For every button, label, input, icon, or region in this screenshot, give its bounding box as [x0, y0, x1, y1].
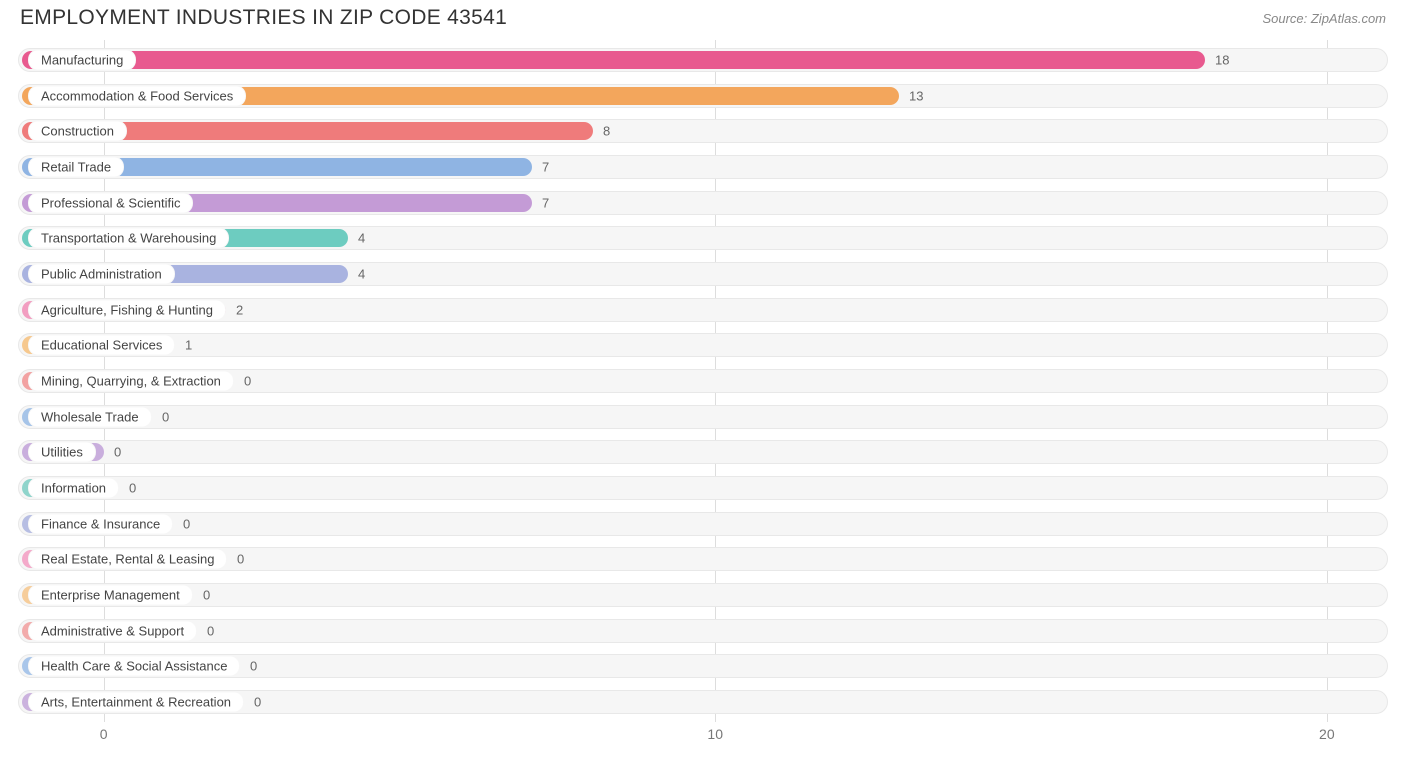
bar-row: Educational Services 1	[18, 331, 1388, 359]
bar-value: 8	[603, 124, 610, 139]
bar-value: 0	[237, 552, 244, 567]
bar-track	[18, 333, 1388, 357]
x-axis: 0 10 20	[18, 722, 1388, 750]
bar-track	[18, 405, 1388, 429]
bar-row: Mining, Quarrying, & Extraction 0	[18, 367, 1388, 395]
bar-value: 4	[358, 231, 365, 246]
bar-label: Information	[28, 477, 119, 498]
bar-label: Transportation & Warehousing	[28, 228, 229, 249]
bar-label: Retail Trade	[28, 156, 124, 177]
bar-row: Real Estate, Rental & Leasing 0	[18, 545, 1388, 573]
bar-label: Construction	[28, 121, 127, 142]
bar-track	[18, 512, 1388, 536]
bar-label: Administrative & Support	[28, 620, 197, 641]
bar-row: Enterprise Management 0	[18, 581, 1388, 609]
bar-track	[18, 440, 1388, 464]
bar-value: 0	[162, 409, 169, 424]
bar-label: Manufacturing	[28, 49, 136, 70]
chart-plot: Manufacturing18Accommodation & Food Serv…	[18, 40, 1388, 722]
bar-value: 7	[542, 195, 549, 210]
bar-row: Arts, Entertainment & Recreation 0	[18, 688, 1388, 716]
chart-bars: Manufacturing18Accommodation & Food Serv…	[18, 40, 1388, 722]
bar-row: Manufacturing 18	[18, 46, 1388, 74]
bar-row: Retail Trade 7	[18, 153, 1388, 181]
bar-label: Public Administration	[28, 263, 175, 284]
bar-value: 0	[250, 659, 257, 674]
bar-value: 0	[244, 373, 251, 388]
bar-row: Agriculture, Fishing & Hunting 2	[18, 296, 1388, 324]
bar-label: Accommodation & Food Services	[28, 85, 246, 106]
chart-source: Source: ZipAtlas.com	[1262, 11, 1386, 26]
bar-value: 2	[236, 302, 243, 317]
chart-area: Manufacturing18Accommodation & Food Serv…	[18, 40, 1388, 750]
bar-value: 7	[542, 159, 549, 174]
bar-label: Mining, Quarrying, & Extraction	[28, 370, 234, 391]
x-axis-tick: 0	[100, 726, 108, 742]
bar-label: Agriculture, Fishing & Hunting	[28, 299, 226, 320]
bar-row: Accommodation & Food Services 13	[18, 82, 1388, 110]
chart-title: EMPLOYMENT INDUSTRIES IN ZIP CODE 43541	[20, 6, 507, 30]
bar-row: Public Administration 4	[18, 260, 1388, 288]
bar-value: 1	[185, 338, 192, 353]
bar-label: Health Care & Social Assistance	[28, 656, 240, 677]
bar-label: Arts, Entertainment & Recreation	[28, 691, 244, 712]
bar-row: Health Care & Social Assistance 0	[18, 652, 1388, 680]
bar-row: Wholesale Trade 0	[18, 403, 1388, 431]
bar-value: 0	[114, 445, 121, 460]
bar-value: 0	[129, 480, 136, 495]
x-axis-tick: 10	[707, 726, 723, 742]
bar-row: Information 0	[18, 474, 1388, 502]
bar-track	[18, 619, 1388, 643]
bar-value: 0	[183, 516, 190, 531]
bar-row: Construction 8	[18, 117, 1388, 145]
bar-row: Finance & Insurance 0	[18, 510, 1388, 538]
bar-value: 0	[207, 623, 214, 638]
bar-value: 0	[254, 694, 261, 709]
bar-label: Enterprise Management	[28, 584, 193, 605]
bar-value: 0	[203, 587, 210, 602]
bar-fill	[22, 51, 1205, 69]
bar-track	[18, 476, 1388, 500]
bar-row: Transportation & Warehousing 4	[18, 224, 1388, 252]
bar-row: Administrative & Support 0	[18, 617, 1388, 645]
bar-value: 18	[1215, 52, 1229, 67]
bar-value: 4	[358, 266, 365, 281]
chart-header: EMPLOYMENT INDUSTRIES IN ZIP CODE 43541 …	[0, 0, 1406, 40]
bar-label: Educational Services	[28, 335, 175, 356]
bar-label: Wholesale Trade	[28, 406, 152, 427]
bar-track	[18, 583, 1388, 607]
x-axis-tick: 20	[1319, 726, 1335, 742]
bar-label: Finance & Insurance	[28, 513, 173, 534]
bar-value: 13	[909, 88, 923, 103]
bar-row: Professional & Scientific 7	[18, 189, 1388, 217]
bar-label: Professional & Scientific	[28, 192, 193, 213]
bar-label: Utilities	[28, 442, 96, 463]
bar-label: Real Estate, Rental & Leasing	[28, 549, 227, 570]
bar-row: Utilities 0	[18, 438, 1388, 466]
